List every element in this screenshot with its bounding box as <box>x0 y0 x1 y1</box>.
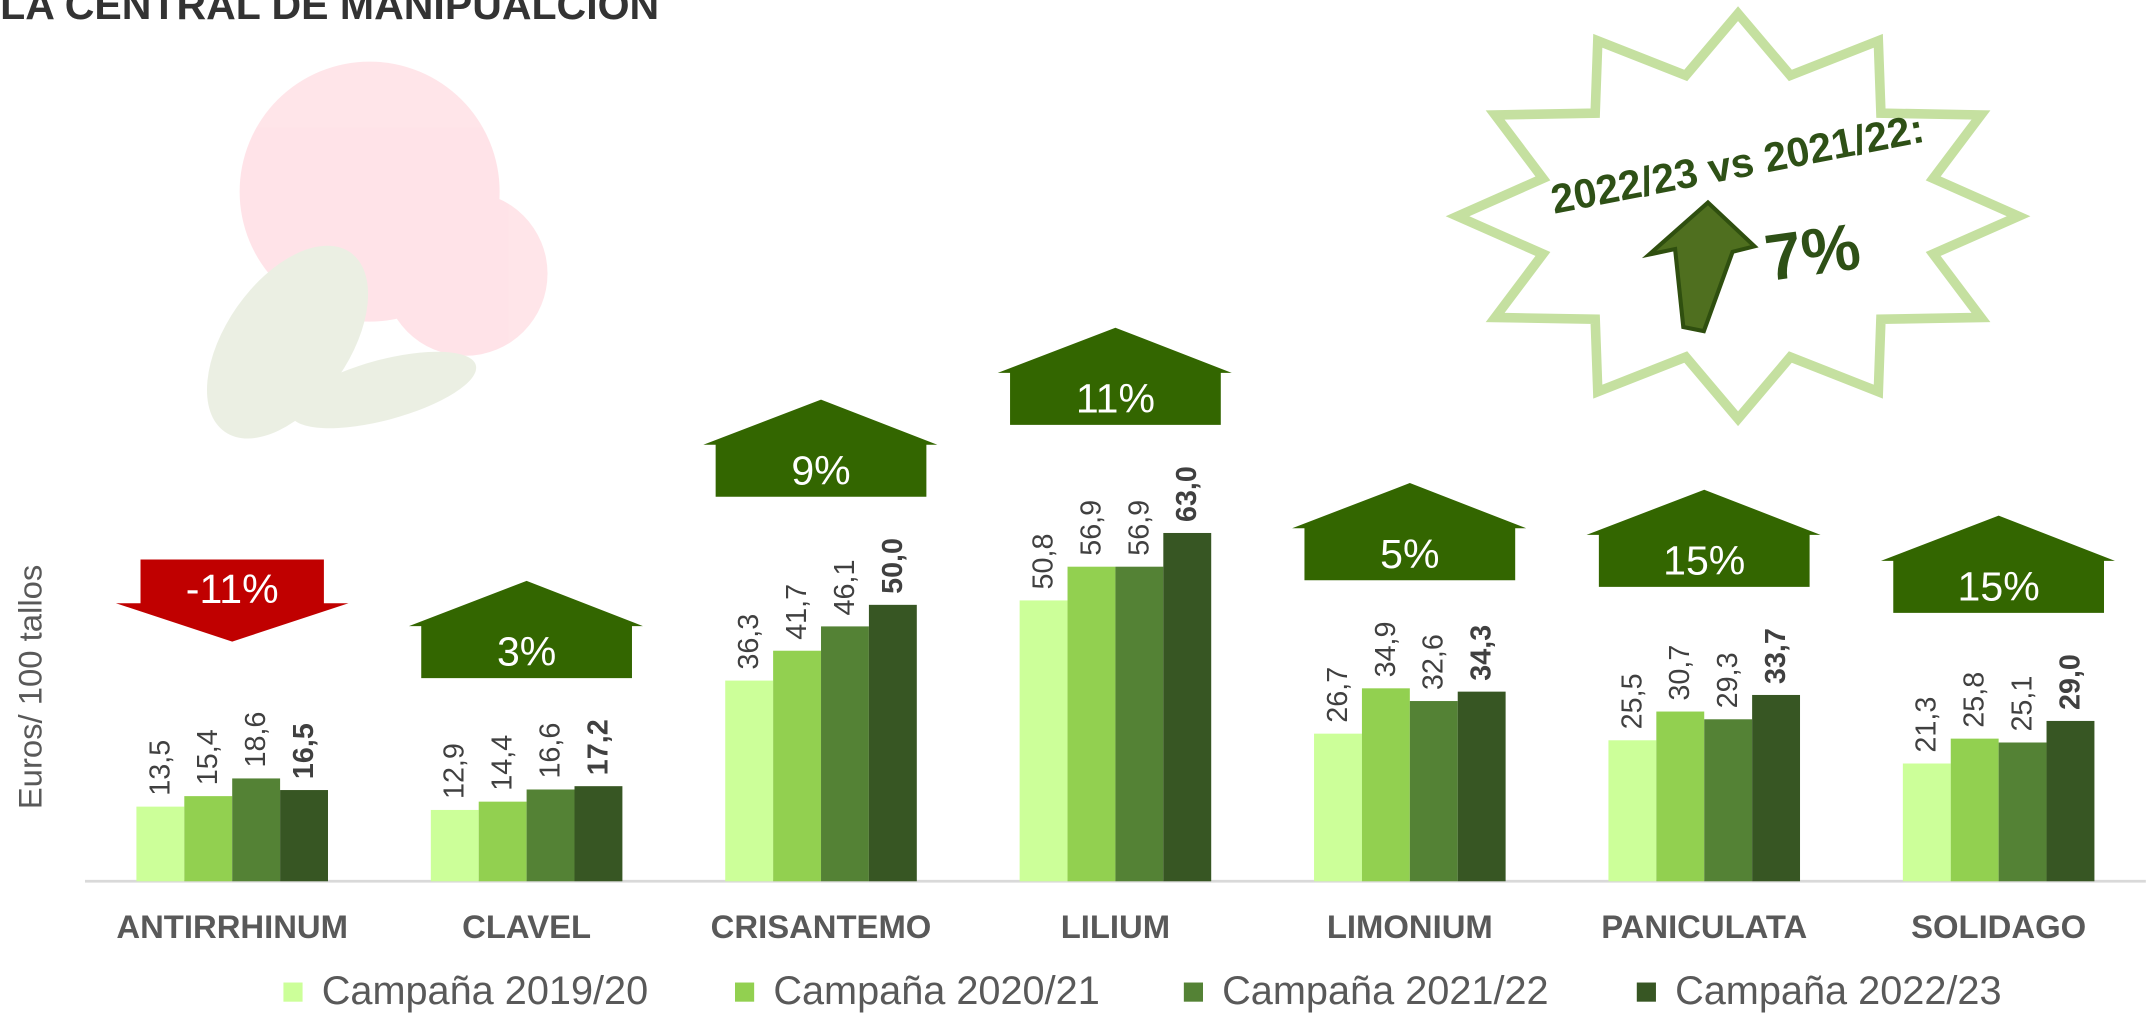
change-label: 5% <box>1380 531 1439 577</box>
value-label: 36,3 <box>733 614 765 670</box>
change-label: 15% <box>1958 563 2040 609</box>
value-label: 30,7 <box>1664 645 1696 701</box>
value-label: 29,3 <box>1712 652 1744 708</box>
change-label: 9% <box>791 447 850 493</box>
value-label: 18,6 <box>240 712 272 768</box>
change-arrow <box>997 327 1232 425</box>
value-label: 33,7 <box>1760 628 1792 684</box>
change-label: -11% <box>186 566 279 612</box>
bar <box>1361 688 1410 882</box>
change-label: 11% <box>1076 375 1155 421</box>
bar <box>526 789 575 882</box>
star-callout: 2022/23 vs 2021/22: 7% <box>1445 6 2031 427</box>
value-label: 25,8 <box>1959 672 1991 728</box>
bar <box>184 796 233 882</box>
bar <box>821 626 869 882</box>
legend-label: Campaña 2021/22 <box>1222 969 1548 1013</box>
change-arrow <box>703 399 938 497</box>
value-label: 29,0 <box>2054 654 2086 710</box>
y-axis-label: Euros/ 100 tallos <box>12 565 49 810</box>
bar <box>1902 763 1951 882</box>
x-tick-label: CLAVEL <box>462 908 591 945</box>
value-label: 50,8 <box>1028 534 1060 590</box>
change-arrow <box>408 580 643 679</box>
bar <box>1998 742 2047 882</box>
value-label: 50,0 <box>877 538 909 594</box>
x-tick-label: LIMONIUM <box>1327 908 1493 945</box>
bar <box>1019 600 1068 882</box>
bar <box>1704 719 1753 882</box>
legend-swatch <box>1183 982 1203 1002</box>
x-tick-label: SOLIDAGO <box>1911 908 2086 945</box>
value-label: 16,6 <box>535 723 567 779</box>
x-tick-label: ANTIRRHINUM <box>116 908 348 945</box>
value-label: 15,4 <box>192 729 224 785</box>
bar <box>725 680 774 882</box>
x-tick-label: LILIUM <box>1061 908 1170 945</box>
value-label: 26,7 <box>1322 667 1354 723</box>
change-label: 3% <box>497 629 556 675</box>
value-label: 13,5 <box>144 740 176 796</box>
change-arrow <box>115 559 349 642</box>
change-arrow <box>1292 483 1527 581</box>
bar <box>1067 566 1116 882</box>
bar <box>1163 532 1212 882</box>
value-label: 56,9 <box>1075 500 1107 556</box>
flower-decoration <box>206 61 548 439</box>
legend-label: Campaña 2022/23 <box>1675 969 2001 1013</box>
bar <box>430 809 479 882</box>
star-value: 7% <box>1761 209 1865 295</box>
bar <box>1950 738 1999 882</box>
value-label: 25,5 <box>1616 673 1648 729</box>
value-label: 17,2 <box>582 719 614 775</box>
value-label: 34,9 <box>1370 621 1402 677</box>
value-label: 46,1 <box>829 560 861 616</box>
legend-swatch <box>283 982 303 1002</box>
bar <box>232 778 281 882</box>
legend-label: Campaña 2020/21 <box>773 969 1099 1013</box>
bar <box>1409 701 1458 882</box>
legend-swatch <box>1636 982 1656 1002</box>
value-label: 12,9 <box>439 743 471 799</box>
bar <box>1656 711 1705 882</box>
legend-swatch <box>735 982 755 1002</box>
bar <box>1752 694 1801 882</box>
bar <box>1457 691 1506 882</box>
value-label: 14,4 <box>487 735 519 791</box>
star <box>1445 6 2031 427</box>
x-tick-label: CRISANTEMO <box>711 908 932 945</box>
bar <box>478 801 527 882</box>
bar <box>2046 720 2095 882</box>
change-arrow <box>1880 515 2115 613</box>
value-label: 21,3 <box>1911 697 1943 753</box>
bar <box>280 790 328 882</box>
bar <box>1314 733 1362 882</box>
bar <box>136 806 185 882</box>
bar <box>773 650 822 882</box>
value-label: 63,0 <box>1171 466 1203 522</box>
value-label: 16,5 <box>288 723 320 779</box>
value-label: 41,7 <box>781 584 813 640</box>
legend-label: Campaña 2019/20 <box>322 969 648 1013</box>
value-label: 32,6 <box>1418 634 1450 690</box>
value-label: 34,3 <box>1466 625 1498 681</box>
star-arrow <box>1641 199 1759 334</box>
bar <box>1608 740 1657 882</box>
bar <box>868 604 917 882</box>
x-tick-label: PANICULATA <box>1601 908 1807 945</box>
value-label: 56,9 <box>1123 500 1155 556</box>
value-label: 25,1 <box>2007 676 2039 732</box>
change-label: 15% <box>1663 537 1745 583</box>
chart-title: LA CENTRAL DE MANIPUALCION <box>0 0 659 28</box>
bar <box>574 786 623 882</box>
change-arrow <box>1586 489 1821 587</box>
bar <box>1115 566 1164 882</box>
